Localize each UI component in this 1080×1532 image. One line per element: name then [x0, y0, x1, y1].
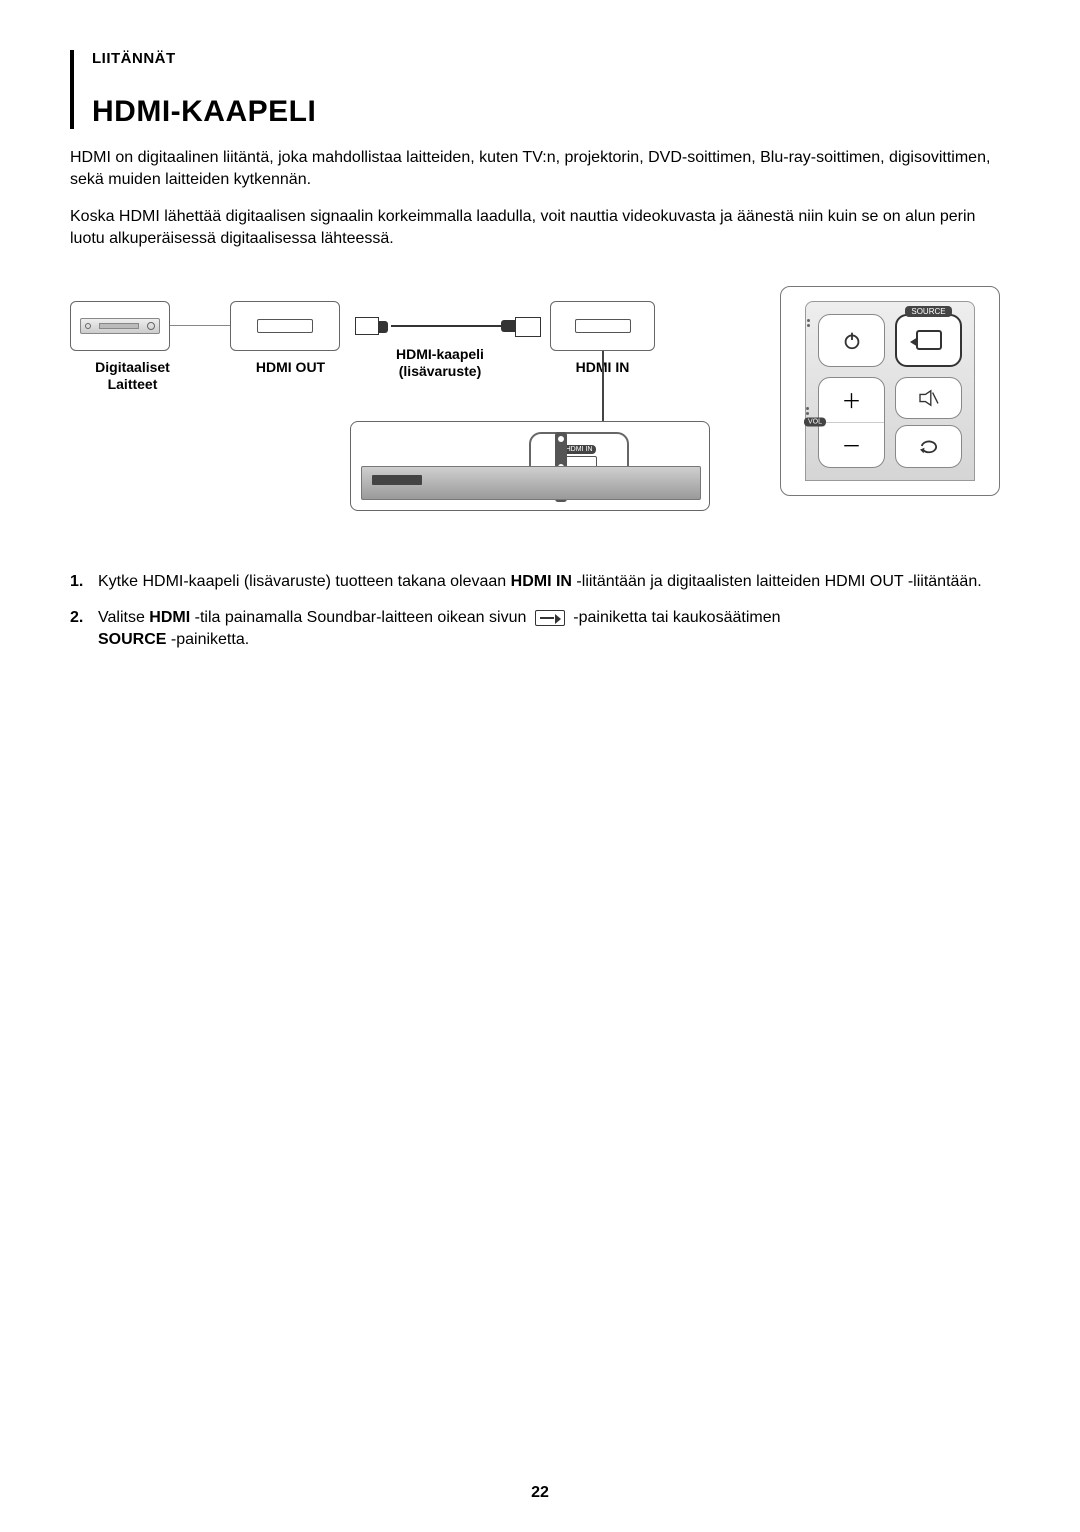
text-span: -tila painamalla Soundbar-laitteen oikea… [190, 609, 531, 626]
list-item: 1. Kytke HDMI-kaapeli (lisävaruste) tuot… [70, 571, 1010, 593]
bold-span: HDMI IN [511, 573, 572, 590]
source-button-icon: SOURCE [895, 314, 962, 368]
mute-glyph-icon [918, 389, 940, 407]
power-button-icon [818, 314, 885, 368]
step-number: 1. [70, 571, 98, 593]
mute-button-icon [895, 377, 962, 419]
step-number: 2. [70, 607, 98, 652]
repeat-glyph-icon [918, 437, 940, 455]
page-number: 22 [0, 1484, 1080, 1502]
cable-label: HDMI-kaapeli (lisävaruste) [355, 346, 525, 381]
vol-mini-label: VOL [804, 418, 826, 427]
volume-rocker-icon: ＋－ [818, 377, 885, 468]
disc-tray-icon [99, 323, 139, 329]
text-span: -painiketta tai kaukosäätimen [569, 609, 781, 626]
text-span: -painiketta. [166, 631, 249, 648]
intro-paragraph-1: HDMI on digitaalinen liitäntä, joka mahd… [70, 147, 1010, 192]
bold-span: SOURCE [98, 631, 166, 648]
instruction-list: 1. Kytke HDMI-kaapeli (lisävaruste) tuot… [70, 571, 1010, 652]
repeat-button-icon [895, 425, 962, 467]
text-span: -liitäntään ja digitaalisten laitteiden … [572, 573, 982, 590]
text-span: Kytke HDMI-kaapeli (lisävaruste) tuottee… [98, 573, 511, 590]
list-item: 2. Valitse HDMI -tila painamalla Soundba… [70, 607, 1010, 652]
inline-source-icon [535, 610, 565, 626]
step-text: Kytke HDMI-kaapeli (lisävaruste) tuottee… [98, 571, 982, 593]
digital-device-icon [70, 301, 170, 351]
text-span: Valitse [98, 609, 149, 626]
cable-label-line1: HDMI-kaapeli [396, 346, 484, 362]
remote-icon: SOURCE VOL ＋－ [805, 301, 975, 481]
cable-label-line2: (lisävaruste) [399, 363, 481, 379]
connection-diagram: Digitaaliset Laitteet HDMI OUT HDMI-kaap… [70, 281, 1010, 541]
soundbar-box: HDMI IN [350, 421, 710, 511]
power-glyph-icon [85, 323, 91, 329]
bold-span: HDMI [149, 609, 190, 626]
devices-label: Digitaaliset Laitteet [70, 359, 195, 394]
source-button-label: SOURCE [905, 306, 951, 317]
remote-box: SOURCE VOL ＋－ [780, 286, 1000, 496]
soundbar-icon [361, 466, 701, 500]
step-text: Valitse HDMI -tila painamalla Soundbar-l… [98, 607, 781, 652]
knob-icon [147, 322, 155, 330]
power-glyph-icon [841, 329, 863, 351]
link-line [170, 325, 230, 326]
hdmi-out-label: HDMI OUT [238, 359, 343, 377]
page-title: HDMI-KAAPELI [92, 95, 1010, 129]
hdmi-out-port-icon [230, 301, 340, 351]
section-label: LIITÄNNÄT [92, 50, 1010, 67]
intro-paragraph-2: Koska HDMI lähettää digitaalisen signaal… [70, 206, 1010, 251]
hdmi-cable-icon [355, 317, 515, 335]
hdmi-in-port-icon [550, 301, 655, 351]
